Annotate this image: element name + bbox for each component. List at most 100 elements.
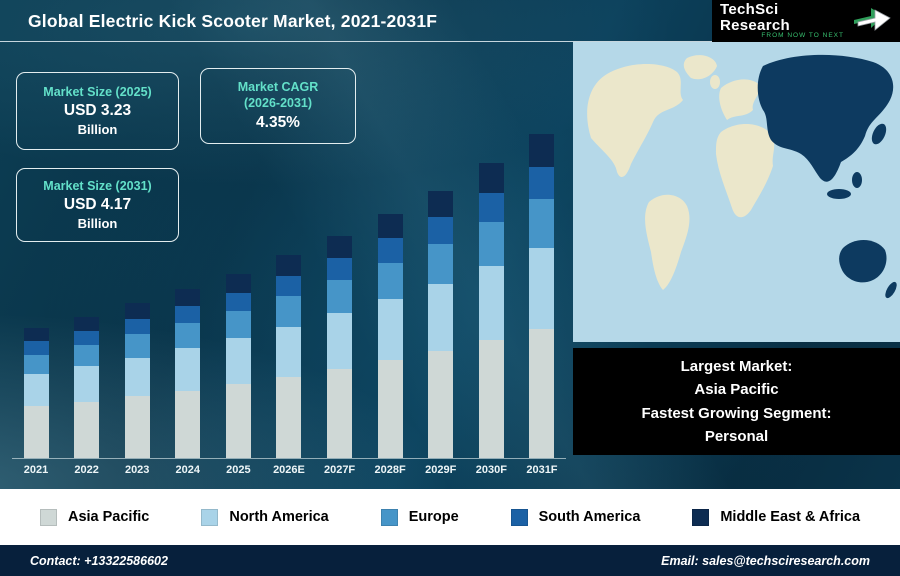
bar-segment-south-america: [124, 318, 150, 335]
bar-segment-europe: [377, 262, 403, 300]
bar-year-label: 2030F: [475, 464, 507, 476]
bar-column-2025: 2025: [218, 274, 258, 476]
bar-segment-europe: [175, 322, 201, 349]
bar-stack: [225, 274, 251, 458]
bar-stack: [23, 328, 49, 458]
bar-year-label: 2021: [23, 464, 49, 476]
bar-segment-middle-east-africa: [276, 255, 302, 276]
bar-segment-north-america: [23, 373, 49, 407]
bar-column-2022: 2022: [67, 316, 107, 476]
bar-year-label: 2025: [226, 464, 251, 476]
bar-segment-south-america: [478, 192, 504, 223]
bar-segment-north-america: [124, 357, 150, 397]
bar-column-2027F: 2027F: [320, 235, 360, 476]
market-cagr-value: 4.35%: [256, 113, 300, 131]
bar-segment-south-america: [529, 166, 555, 200]
bar-segment-asia-pacific: [377, 360, 403, 458]
bar-segment-north-america: [175, 348, 201, 391]
bar-stack: [74, 316, 100, 458]
bar-year-label: 2024: [175, 464, 201, 476]
market-size-2025-title: Market Size (2025): [43, 84, 152, 99]
map-north-america: [587, 64, 683, 178]
legend-item-south-america: South America: [510, 508, 641, 526]
bar-segment-north-america: [327, 313, 353, 369]
bar-segment-asia-pacific: [478, 340, 504, 458]
bar-segment-europe: [23, 354, 49, 374]
bar-segment-north-america: [225, 338, 251, 385]
bar-segment-south-america: [175, 306, 201, 323]
logo-tagline: from NOW to NEXT: [761, 32, 844, 40]
bar-segment-north-america: [276, 326, 302, 378]
bar-segment-south-america: [74, 330, 100, 346]
chart-legend: Asia Pacific North America Europe South Ame…: [0, 489, 900, 545]
bar-segment-north-america: [74, 366, 100, 402]
bar-segment-europe: [276, 296, 302, 327]
bar-stack: [377, 213, 403, 458]
map-south-america: [645, 194, 690, 290]
bar-segment-middle-east-africa: [327, 235, 353, 258]
market-size-2031-title: Market Size (2031): [43, 178, 152, 193]
bar-segment-north-america: [428, 283, 454, 351]
bar-year-label: 2023: [124, 464, 150, 476]
legend-item-middle-east-africa: Middle East & Africa: [692, 508, 861, 526]
bar-segment-middle-east-africa: [529, 134, 555, 167]
bar-column-2029F: 2029F: [421, 190, 461, 476]
bar-column-2023: 2023: [117, 303, 157, 476]
bar-year-label: 2031F: [526, 464, 558, 476]
bar-segment-europe: [124, 334, 150, 358]
footer-email: Email: sales@techsciresearch.com: [661, 553, 870, 568]
bar-segment-middle-east-africa: [478, 163, 504, 193]
techsci-logo: TechSci Research from NOW to NEXT: [712, 0, 900, 42]
bar-column-2031F: 2031F: [522, 134, 562, 476]
legend-swatch: [510, 508, 528, 526]
bar-segment-middle-east-africa: [74, 316, 100, 331]
bar-segment-europe: [478, 222, 504, 267]
footer-bar: Contact: +13322586602 Email: sales@techs…: [0, 545, 900, 576]
callout-line-2: Asia Pacific: [694, 381, 779, 399]
bar-segment-middle-east-africa: [225, 274, 251, 293]
legend-swatch: [692, 508, 710, 526]
logo-arrow-icon: [854, 8, 891, 31]
bar-segment-asia-pacific: [175, 390, 201, 458]
map-indonesia: [827, 189, 851, 199]
stacked-bar-chart: 2021 2022 2023 2024 2025 2026E 2027F 2028F 2029F…: [12, 117, 566, 476]
bar-column-2028F: 2028F: [370, 213, 410, 476]
legend-swatch: [39, 508, 57, 526]
bar-segment-asia-pacific: [225, 384, 251, 458]
bar-segment-south-america: [276, 275, 302, 297]
footer-contact: Contact: +13322586602: [30, 553, 168, 568]
bar-stack: [428, 190, 454, 458]
legend-item-north-america: North America: [201, 508, 329, 526]
callout-line-3: Fastest Growing Segment:: [641, 404, 832, 422]
legend-label: North America: [229, 509, 329, 525]
legend-label: Middle East & Africa: [720, 509, 861, 525]
bar-column-2026E: 2026E: [269, 255, 309, 476]
bar-segment-north-america: [377, 299, 403, 361]
bar-segment-south-america: [327, 257, 353, 280]
market-size-2025-box: Market Size (2025) USD 3.23 Billion: [16, 72, 179, 150]
bar-segment-south-america: [225, 292, 251, 311]
bar-segment-asia-pacific: [276, 377, 302, 458]
market-size-2025-value: USD 3.23: [63, 102, 132, 120]
market-size-2031-value: USD 4.17: [63, 196, 132, 214]
bar-stack: [478, 163, 504, 458]
bar-year-label: 2022: [74, 464, 99, 476]
bar-segment-asia-pacific: [428, 351, 454, 458]
bar-stack: [327, 235, 353, 458]
market-cagr-title-line1: Market CAGR: [237, 80, 319, 95]
bar-segment-europe: [428, 244, 454, 284]
bar-segment-north-america: [478, 266, 504, 341]
map-uk: [710, 75, 720, 89]
bar-segment-middle-east-africa: [428, 190, 454, 218]
bar-segment-middle-east-africa: [175, 289, 201, 307]
legend-label: South America: [538, 509, 641, 525]
title-divider: [0, 41, 713, 42]
bar-stack: [276, 255, 302, 458]
world-map: [573, 42, 900, 342]
map-europe: [719, 79, 761, 120]
map-japan: [871, 123, 887, 145]
bar-segment-south-america: [377, 238, 403, 263]
map-africa: [716, 123, 775, 218]
bar-stack: [529, 134, 555, 458]
bar-column-2030F: 2030F: [471, 163, 511, 476]
